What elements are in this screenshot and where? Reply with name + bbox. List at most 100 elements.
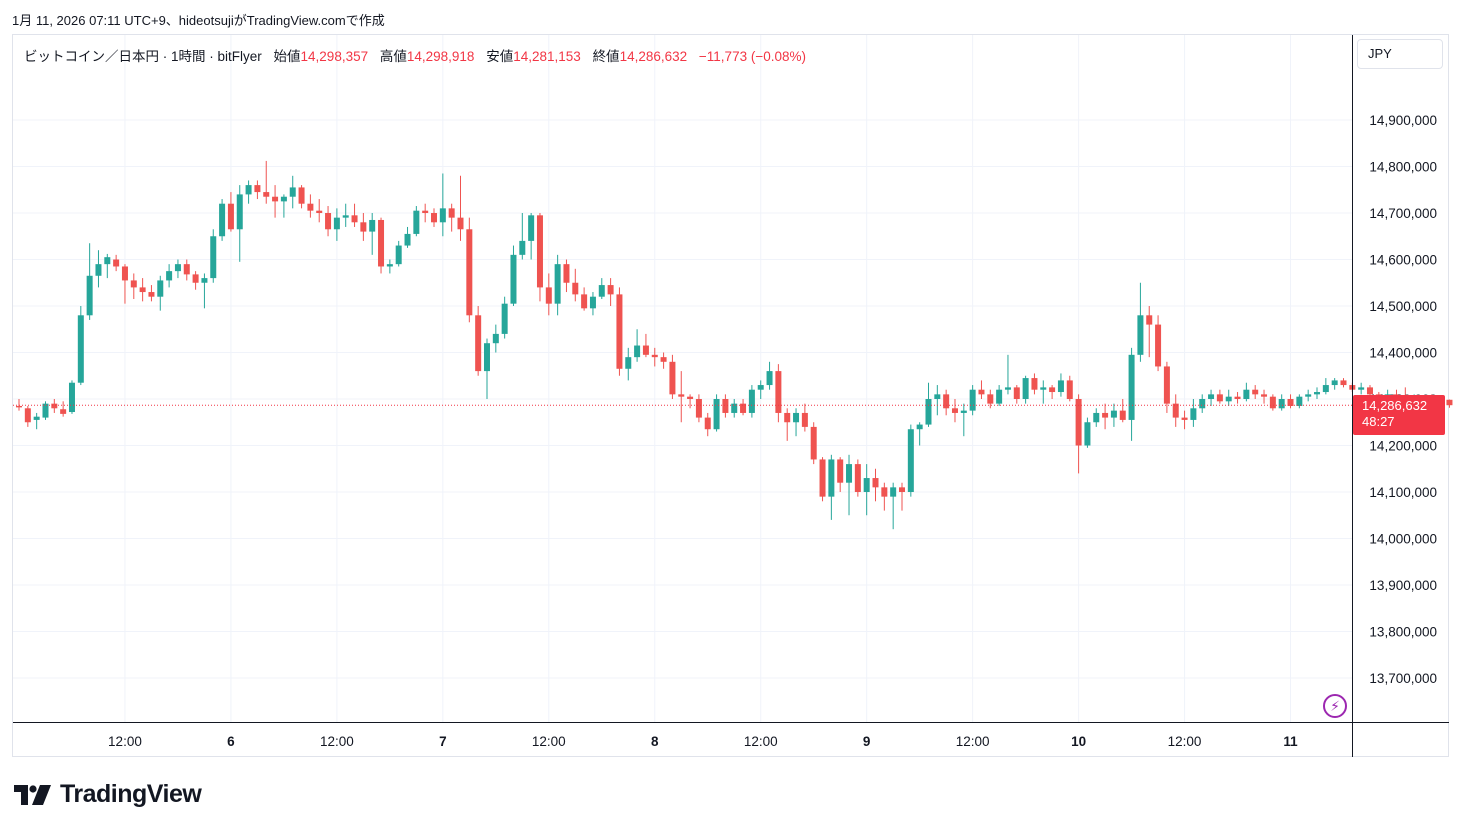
candle: [731, 399, 738, 418]
candle: [33, 412, 40, 430]
candle-body: [60, 409, 67, 414]
candle-body: [1190, 408, 1197, 420]
candle-body: [227, 203, 234, 230]
candle-body: [245, 185, 252, 195]
candle: [554, 254, 561, 316]
candle-body: [528, 215, 535, 241]
candle-body: [42, 403, 49, 418]
candle: [1287, 394, 1294, 409]
candle: [598, 278, 605, 300]
price-axis: 14,900,000 14,800,000 14,700,000 14,600,000…: [1352, 35, 1437, 757]
candle-body: [157, 280, 164, 297]
candle: [757, 380, 764, 399]
candle: [1252, 385, 1259, 399]
candle: [316, 199, 323, 223]
candle-body: [536, 215, 543, 288]
tradingview-logo-text: TradingView: [60, 780, 202, 808]
candle: [1172, 394, 1179, 427]
candle-body: [1278, 399, 1285, 409]
legend-symbol: ビットコイン／日本円 · 1時間 · bitFlyer: [24, 49, 262, 64]
candle-body: [316, 210, 323, 213]
time-tick-label: 12:00: [956, 734, 990, 749]
candle-body: [519, 240, 526, 255]
candle: [846, 454, 853, 516]
candle: [1163, 361, 1170, 413]
candle: [607, 278, 614, 306]
candle-body: [1305, 394, 1312, 397]
price-tick-label: 13,900,000: [1369, 578, 1437, 593]
candlestick-chart[interactable]: 14,900,000 14,800,000 14,700,000 14,600,000…: [0, 0, 1462, 760]
candle-body: [16, 405, 22, 408]
candle: [713, 394, 720, 432]
candle-body: [563, 264, 570, 283]
candle-body: [881, 487, 888, 497]
candle-body: [24, 408, 31, 423]
candle-body: [1004, 387, 1011, 390]
candle-body: [1340, 380, 1347, 386]
candle-body: [899, 487, 905, 492]
candle: [1366, 385, 1373, 397]
candle-body: [1040, 387, 1047, 390]
candle-body: [1049, 387, 1056, 393]
candle-body: [333, 217, 340, 230]
candle-body: [33, 416, 40, 420]
candle: [1102, 403, 1109, 430]
currency-button[interactable]: JPY: [1357, 39, 1443, 69]
candle-body: [68, 382, 75, 413]
last-price-value: 14,286,632: [1362, 398, 1428, 413]
candle: [351, 203, 358, 227]
candle-body: [113, 259, 120, 267]
candle: [536, 213, 543, 302]
candle: [298, 185, 305, 209]
candle-body: [351, 215, 358, 223]
tradingview-logo[interactable]: TradingView: [14, 780, 202, 809]
candle-body: [501, 303, 508, 334]
candle-body: [404, 233, 411, 246]
candle-body: [960, 410, 967, 413]
candle-body: [589, 296, 596, 309]
lightning-icon[interactable]: ⚡: [1323, 694, 1347, 718]
candle-body: [793, 412, 800, 423]
candle: [1004, 354, 1011, 395]
candles: [13, 160, 1453, 530]
candle-body: [360, 222, 367, 232]
candle: [519, 213, 526, 260]
candle: [951, 399, 958, 423]
candle: [589, 292, 596, 316]
candle-body: [678, 394, 685, 397]
candle-body: [1296, 396, 1303, 406]
candle: [404, 226, 411, 248]
candle-body: [722, 399, 729, 413]
candle: [828, 454, 835, 520]
candle: [616, 287, 623, 376]
candle: [1066, 375, 1073, 402]
candle: [1208, 389, 1215, 406]
candle-body: [51, 403, 58, 409]
candle-body: [934, 394, 941, 399]
candle-body: [598, 285, 605, 297]
last-price-tag: 14,286,632 48:27: [1353, 395, 1445, 435]
candle: [342, 203, 349, 227]
candle-body: [492, 333, 499, 344]
candle: [642, 333, 649, 358]
candle: [1031, 373, 1038, 395]
price-tick-label: 13,700,000: [1369, 671, 1437, 686]
time-tick-label: 11: [1283, 734, 1298, 749]
candle-body: [1216, 394, 1223, 402]
candle: [236, 185, 243, 262]
candle-body: [687, 396, 694, 399]
candle-body: [280, 196, 287, 202]
candle-body: [660, 357, 667, 362]
time-tick-label: 10: [1071, 734, 1086, 749]
price-tick-label: 13,800,000: [1369, 625, 1437, 640]
candle-body: [1110, 410, 1117, 418]
candle: [793, 408, 800, 437]
candle-body: [457, 217, 464, 230]
candle: [528, 213, 535, 260]
candle-body: [846, 464, 853, 483]
time-tick-label: 7: [439, 734, 447, 749]
candle-body: [572, 282, 579, 295]
bar-countdown: 48:27: [1362, 414, 1395, 429]
candle: [1013, 385, 1020, 404]
candle-body: [625, 357, 632, 369]
